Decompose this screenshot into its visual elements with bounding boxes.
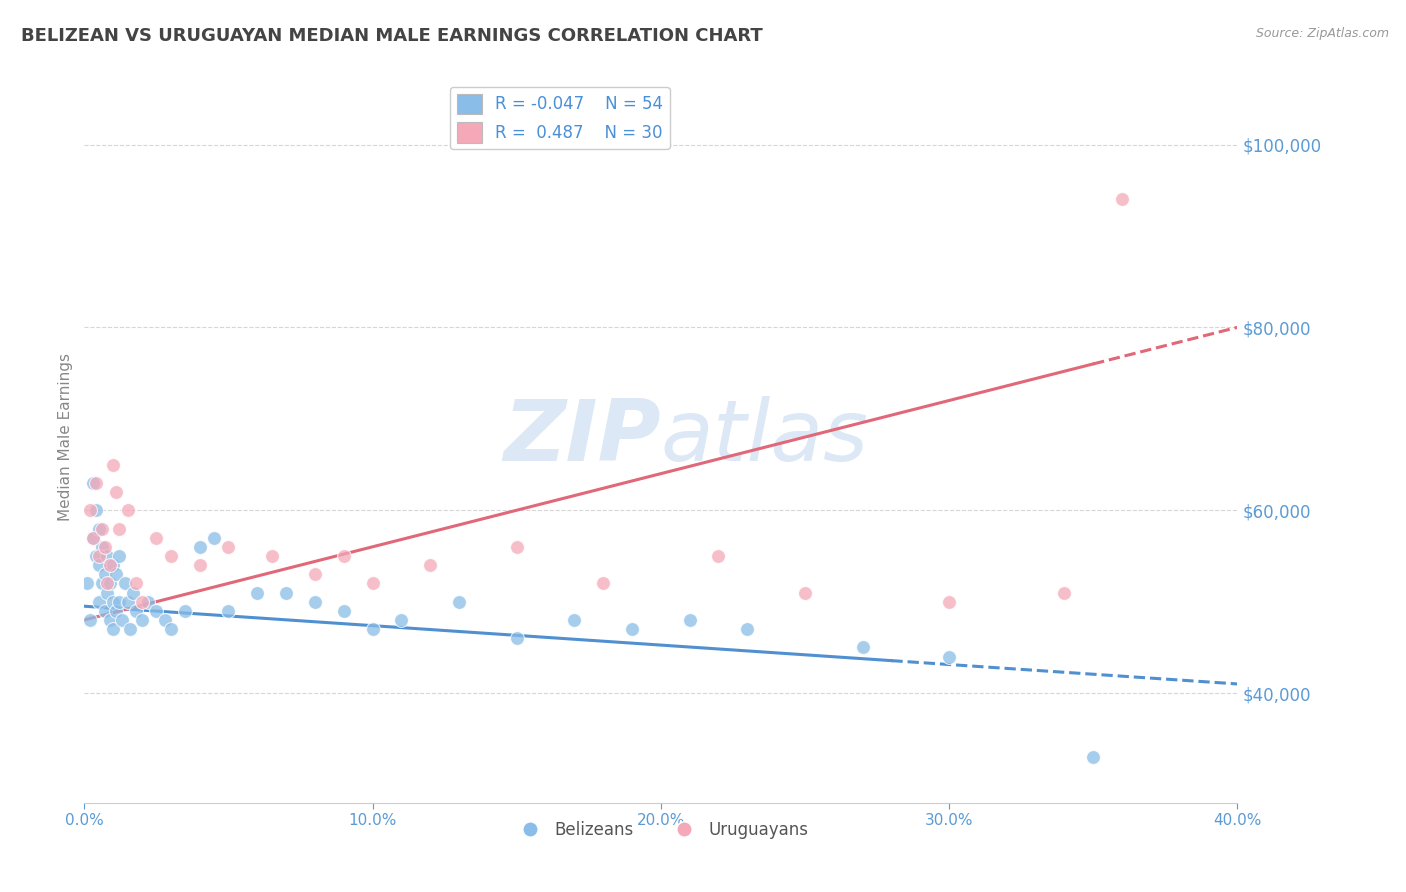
Point — [117, 503, 139, 517]
Point — [145, 531, 167, 545]
Point — [737, 622, 759, 636]
Point — [938, 649, 960, 664]
Point — [84, 549, 107, 563]
Point — [82, 531, 104, 545]
Point — [87, 549, 110, 563]
Point — [98, 576, 121, 591]
Point — [246, 585, 269, 599]
Point — [188, 540, 211, 554]
Point — [87, 594, 110, 608]
Point — [145, 604, 167, 618]
Point — [218, 540, 240, 554]
Point — [333, 549, 356, 563]
Legend: Belizeans, Uruguayans: Belizeans, Uruguayans — [506, 814, 815, 846]
Point — [125, 576, 148, 591]
Point — [114, 576, 136, 591]
Point — [391, 613, 413, 627]
Point — [153, 613, 176, 627]
Point — [90, 576, 112, 591]
Point — [105, 567, 128, 582]
Point — [82, 475, 104, 490]
Point — [84, 503, 107, 517]
Point — [98, 613, 121, 627]
Point — [87, 558, 110, 573]
Point — [506, 540, 529, 554]
Point — [79, 613, 101, 627]
Text: BELIZEAN VS URUGUAYAN MEDIAN MALE EARNINGS CORRELATION CHART: BELIZEAN VS URUGUAYAN MEDIAN MALE EARNIN… — [21, 27, 763, 45]
Point — [621, 622, 644, 636]
Point — [188, 558, 211, 573]
Point — [506, 631, 529, 645]
Text: ZIP: ZIP — [503, 395, 661, 479]
Point — [108, 521, 131, 535]
Point — [333, 604, 356, 618]
Point — [103, 558, 124, 573]
Point — [84, 475, 107, 490]
Point — [1111, 192, 1133, 206]
Point — [108, 549, 131, 563]
Point — [105, 484, 128, 499]
Point — [87, 521, 110, 535]
Point — [938, 594, 960, 608]
Point — [90, 540, 112, 554]
Point — [592, 576, 614, 591]
Point — [174, 604, 197, 618]
Point — [202, 531, 225, 545]
Point — [103, 458, 124, 472]
Point — [96, 585, 118, 599]
Text: atlas: atlas — [661, 395, 869, 479]
Point — [361, 622, 384, 636]
Point — [79, 503, 101, 517]
Point — [449, 594, 471, 608]
Point — [276, 585, 298, 599]
Point — [131, 594, 153, 608]
Point — [76, 576, 98, 591]
Point — [82, 531, 104, 545]
Point — [1083, 750, 1105, 764]
Point — [136, 594, 159, 608]
Point — [98, 558, 121, 573]
Point — [131, 613, 153, 627]
Point — [90, 521, 112, 535]
Point — [96, 549, 118, 563]
Point — [679, 613, 702, 627]
Point — [105, 604, 128, 618]
Point — [93, 567, 115, 582]
Point — [125, 604, 148, 618]
Point — [122, 585, 145, 599]
Point — [96, 576, 118, 591]
Point — [1053, 585, 1076, 599]
Point — [218, 604, 240, 618]
Point — [117, 594, 139, 608]
Point — [93, 604, 115, 618]
Text: Source: ZipAtlas.com: Source: ZipAtlas.com — [1256, 27, 1389, 40]
Point — [361, 576, 384, 591]
Point — [108, 594, 131, 608]
Point — [120, 622, 142, 636]
Point — [419, 558, 441, 573]
Point — [260, 549, 283, 563]
Point — [160, 622, 183, 636]
Point — [103, 594, 124, 608]
Point — [707, 549, 730, 563]
Point — [304, 594, 326, 608]
Point — [564, 613, 586, 627]
Point — [93, 540, 115, 554]
Y-axis label: Median Male Earnings: Median Male Earnings — [58, 353, 73, 521]
Point — [111, 613, 134, 627]
Point — [103, 622, 124, 636]
Point — [160, 549, 183, 563]
Point — [794, 585, 817, 599]
Point — [304, 567, 326, 582]
Point — [852, 640, 875, 655]
